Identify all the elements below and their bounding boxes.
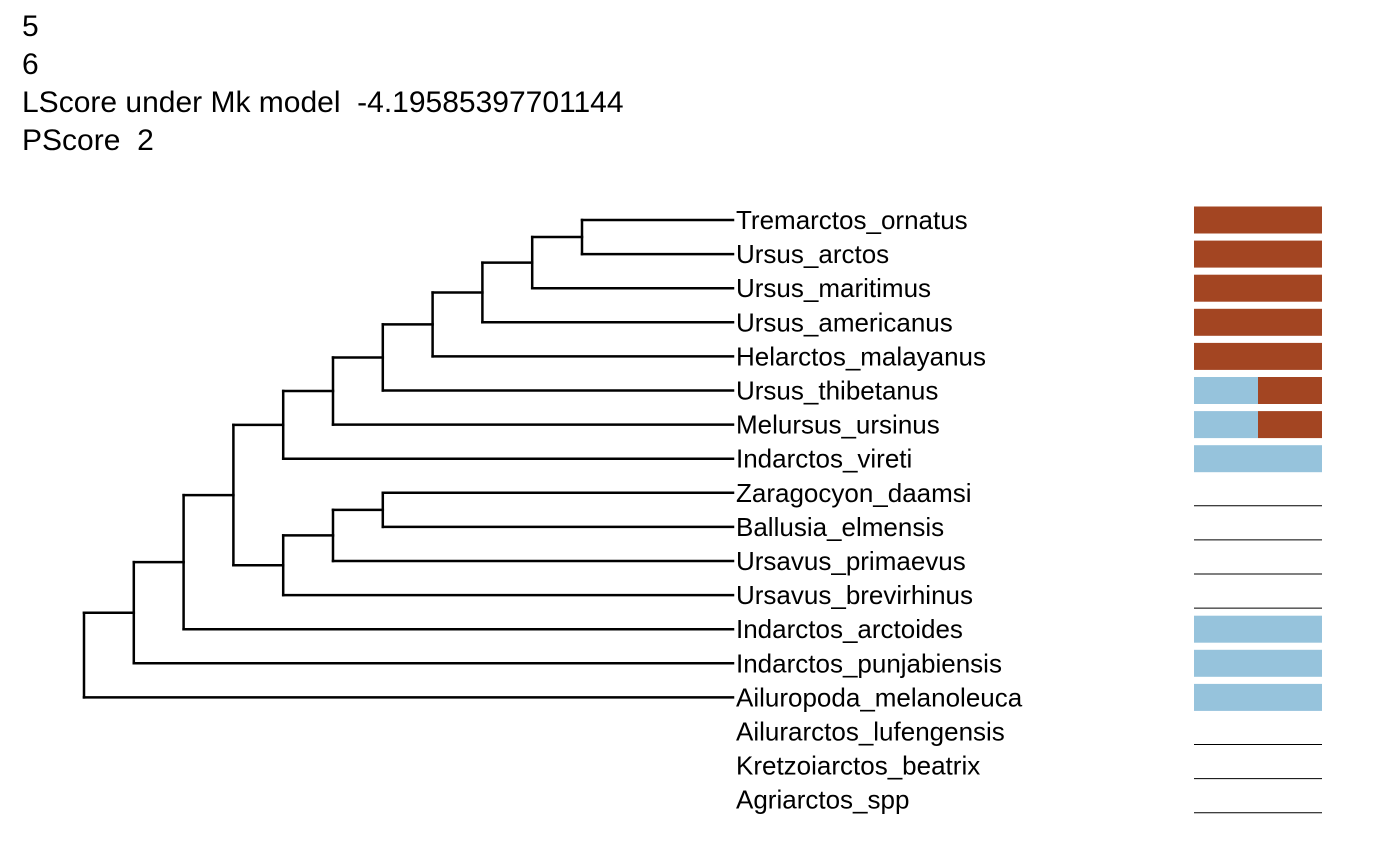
pscore-line: PScore 2 (22, 122, 624, 160)
taxon-label: Ursus_maritimus (736, 273, 931, 303)
taxon-label: Ursus_arctos (736, 239, 889, 269)
state-b-bar (1194, 411, 1258, 439)
taxon-label: Ailuropoda_melanoleuca (736, 682, 1023, 712)
taxon-label: Helarctos_malayanus (736, 341, 986, 371)
state-a-bar (1194, 274, 1322, 302)
lscore-label: LScore under Mk model (22, 86, 341, 119)
state-b-bar (1194, 615, 1322, 643)
taxon-label: Ursavus_primaevus (736, 546, 966, 576)
taxon-label: Agriarctos_spp (736, 785, 909, 815)
taxon-label: Indarctos_punjabiensis (736, 648, 1002, 678)
state-a-bar (1194, 308, 1322, 336)
taxon-label: Ailurarctos_lufengensis (736, 717, 1005, 747)
taxon-label: Ursavus_brevirhinus (736, 580, 973, 610)
header-line-1: 5 (22, 10, 39, 43)
state-b-bar (1194, 377, 1258, 404)
taxon-label: Zaragocyon_daamsi (736, 478, 972, 508)
taxon-label: Kretzoiarctos_beatrix (736, 751, 980, 781)
state-a-bar (1194, 206, 1322, 234)
taxon-label: Ballusia_elmensis (736, 512, 944, 542)
taxon-label: Ursus_thibetanus (736, 376, 938, 406)
state-a-bar (1258, 377, 1322, 404)
taxon-label: Melursus_ursinus (736, 410, 940, 440)
lscore-value: -4.19585397701144 (357, 86, 624, 119)
state-a-bar (1194, 240, 1322, 268)
state-b-bar (1194, 683, 1322, 711)
pscore-value: 2 (137, 124, 154, 157)
taxon-label: Indarctos_vireti (736, 444, 912, 474)
taxon-label: Ursus_americanus (736, 307, 953, 337)
state-b-bar (1194, 445, 1322, 473)
taxon-label: Tremarctos_ornatus (736, 205, 968, 235)
state-a-bar (1258, 411, 1322, 439)
state-b-bar (1194, 649, 1322, 677)
header-line-2: 6 (22, 48, 39, 81)
score-header: 5 6 LScore under Mk model -4.19585397701… (22, 8, 624, 160)
pscore-label: PScore (22, 124, 121, 157)
taxon-label: Indarctos_arctoides (736, 614, 963, 644)
state-a-bar (1194, 342, 1322, 370)
lscore-line: LScore under Mk model -4.19585397701144 (22, 84, 624, 122)
taxon-labels: Tremarctos_ornatus Ursus_arctos Ursus_mari… (736, 205, 1023, 815)
tree-branches (82, 218, 735, 699)
character-state-bars (1194, 206, 1322, 814)
